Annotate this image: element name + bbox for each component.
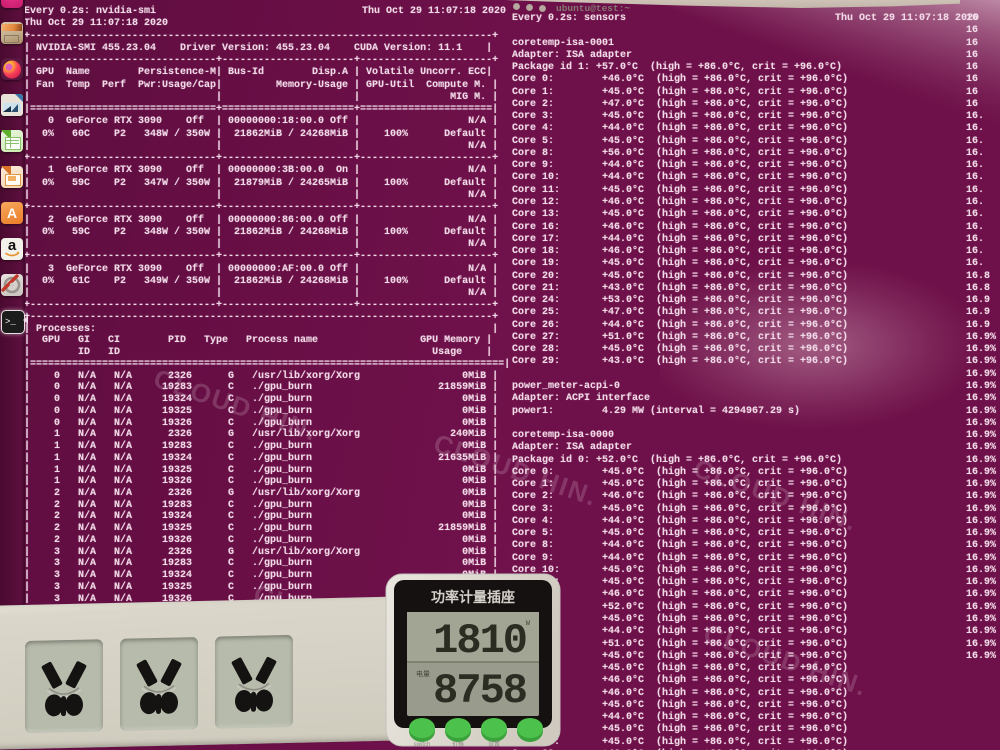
svg-text:价格: 价格 xyxy=(452,740,464,748)
svg-text:电量: 电量 xyxy=(416,669,430,678)
svg-text:8758: 8758 xyxy=(433,667,526,715)
svg-text:功率计量插座: 功率计量插座 xyxy=(431,589,515,605)
svg-text:switch: switch xyxy=(414,742,431,748)
svg-text:设置: 设置 xyxy=(488,740,500,748)
svg-text:1810: 1810 xyxy=(433,617,526,665)
